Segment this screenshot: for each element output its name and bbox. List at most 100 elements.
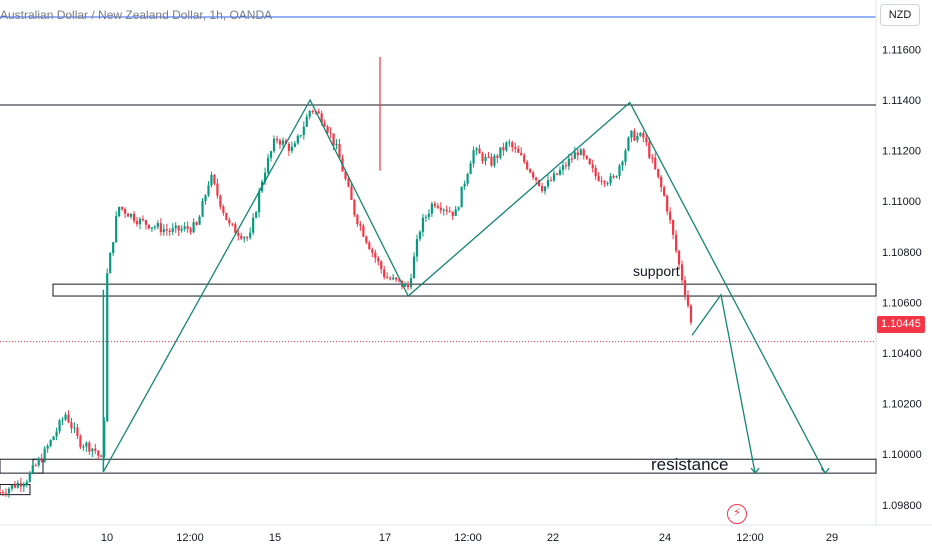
candle-body: [386, 277, 389, 279]
projection-path: [691, 293, 756, 474]
candle-body: [192, 222, 195, 233]
candle-body: [16, 482, 19, 488]
candle-body: [561, 165, 565, 171]
candle-body: [487, 156, 490, 158]
candle-body: [564, 165, 567, 167]
candle-body: [600, 180, 603, 182]
candle-body: [579, 149, 582, 156]
candle-body: [427, 213, 430, 217]
candle-body: [398, 279, 401, 281]
candle-body: [445, 209, 448, 212]
candle-body: [677, 250, 681, 265]
candle-body: [19, 482, 22, 487]
candle-body: [543, 186, 547, 192]
y-tick-label: 1.11600: [882, 44, 921, 56]
candle-body: [275, 138, 279, 141]
candle-body: [302, 126, 305, 136]
candle-body: [633, 130, 636, 141]
candle-body: [511, 142, 514, 148]
candle-body: [118, 206, 121, 216]
candle-body: [576, 152, 579, 156]
candle-body: [213, 174, 216, 184]
candle-body: [338, 143, 341, 159]
candle-body: [246, 237, 249, 239]
currency-selector-button[interactable]: NZD: [880, 4, 920, 26]
candle-body: [49, 439, 52, 446]
candle-body: [7, 488, 11, 494]
candle-body: [73, 427, 76, 429]
candle-body: [615, 176, 618, 178]
candle-body: [523, 155, 526, 162]
candle-body: [642, 132, 645, 138]
candle-body: [630, 130, 633, 138]
zigzag-pattern: [102, 98, 826, 474]
y-tick-label: 1.10600: [882, 297, 922, 309]
candle-body: [37, 458, 40, 466]
candle-body: [55, 431, 58, 437]
candle-body: [546, 180, 550, 187]
candle-body: [612, 176, 615, 178]
candle-body: [624, 150, 627, 162]
candle-body: [651, 157, 654, 159]
candle-body: [189, 228, 192, 233]
candle-body: [216, 183, 219, 196]
x-tick-label: 12:00: [454, 532, 482, 544]
candle-body: [135, 221, 139, 225]
candle-body: [70, 422, 73, 429]
candle-body: [129, 213, 133, 217]
y-tick-label: 1.10400: [882, 348, 922, 360]
candle-body: [311, 110, 314, 112]
candle-body: [654, 157, 657, 170]
candle-body: [207, 185, 210, 196]
candle-body: [299, 135, 302, 137]
candle-body: [365, 236, 368, 243]
candle-body: [514, 147, 517, 149]
candle-body: [499, 147, 502, 158]
candle-body: [293, 143, 296, 147]
candle-body: [177, 225, 180, 231]
candle-body: [263, 172, 267, 182]
y-tick-label: 1.10200: [882, 399, 922, 411]
candle-body: [64, 414, 67, 420]
candle-body: [591, 164, 594, 169]
candle-body: [421, 217, 425, 232]
candle-body: [657, 169, 660, 177]
candle-body: [347, 178, 350, 187]
candle-body: [570, 158, 573, 160]
candle-body: [552, 173, 556, 181]
candle-body: [97, 450, 100, 456]
candle-body: [326, 126, 329, 133]
candle-body: [558, 170, 562, 175]
projection-arrowhead: [750, 467, 760, 475]
x-tick-label: 29: [826, 532, 838, 544]
candle-body: [204, 195, 207, 201]
candle-body: [91, 448, 94, 452]
candle-body: [153, 226, 156, 228]
candle-body: [660, 176, 663, 188]
candle-body: [356, 215, 359, 224]
candle-body: [520, 152, 523, 156]
candle-body: [573, 152, 576, 159]
candle-body: [529, 169, 532, 173]
x-tick-label: 17: [379, 532, 391, 544]
candle-body: [645, 137, 648, 143]
candle-body: [320, 113, 323, 123]
candle-body: [433, 203, 436, 207]
candle-body: [61, 419, 64, 421]
candle-body: [82, 446, 85, 448]
candle-body: [186, 226, 189, 229]
candle-body: [588, 158, 591, 165]
candle-body: [362, 225, 365, 237]
candle-body: [162, 229, 165, 233]
candle-body: [335, 143, 338, 146]
lightning-icon[interactable]: ⚡: [727, 504, 747, 524]
candle-body: [540, 185, 544, 192]
candle-body: [478, 148, 481, 154]
candle-body: [603, 181, 606, 184]
candle-body: [296, 135, 299, 144]
candle-body: [680, 264, 684, 281]
candle-body: [52, 436, 55, 440]
candle-body: [1, 492, 5, 494]
candle-body: [442, 209, 445, 211]
